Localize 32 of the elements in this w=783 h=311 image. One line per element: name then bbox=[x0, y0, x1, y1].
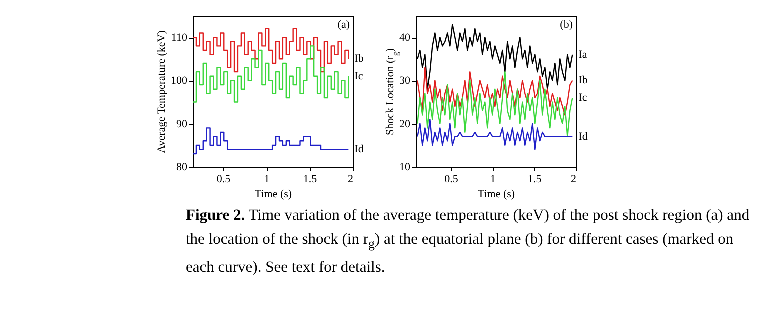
series-label: Ia bbox=[578, 48, 588, 61]
y-tick-label: 90 bbox=[176, 118, 188, 130]
series-label: Ib bbox=[578, 74, 588, 87]
y-tick-label: 20 bbox=[400, 118, 411, 130]
annotation: (b) bbox=[560, 19, 574, 31]
y-tick-label: 80 bbox=[176, 162, 188, 174]
x-axis-title: Time (s) bbox=[254, 188, 292, 200]
y-tick-label: 100 bbox=[171, 75, 188, 88]
x-tick-label: 1 bbox=[264, 174, 270, 186]
x-tick-label: 0.5 bbox=[216, 174, 232, 186]
series-label: Ic bbox=[354, 70, 364, 82]
line-series bbox=[417, 67, 574, 116]
x-tick-label: 1.5 bbox=[528, 174, 542, 186]
y-tick-label: 10 bbox=[400, 162, 411, 174]
x-tick-label: 1.5 bbox=[303, 174, 318, 186]
series-label: Id bbox=[354, 144, 364, 156]
x-tick-label: 2 bbox=[348, 174, 354, 186]
series-label: Ic bbox=[578, 92, 588, 104]
series-label: Ib bbox=[354, 53, 364, 66]
y-axis-title: Average Temperature (keV) bbox=[156, 30, 168, 154]
line-series bbox=[417, 71, 574, 138]
y-tick-label: 40 bbox=[400, 32, 411, 44]
annotation: (a) bbox=[338, 19, 350, 31]
x-axis-title: Time (s) bbox=[478, 188, 516, 200]
caption: Figure 2. Time variation of the average temperature (keV) of the post shock region (a) and the location of the shock (in r$_{g}$) at the equatorial plane (b) for different cases (marked on each curve). See text for details. bbox=[186, 206, 751, 278]
line-series bbox=[417, 118, 574, 150]
x-tick-label: 2 bbox=[571, 174, 576, 186]
y-tick-label: 30 bbox=[400, 75, 411, 88]
series-label: Id bbox=[578, 130, 588, 143]
x-tick-label: 1 bbox=[490, 174, 496, 186]
y-tick-label: 110 bbox=[171, 32, 188, 44]
x-tick-label: 0.5 bbox=[444, 174, 459, 186]
